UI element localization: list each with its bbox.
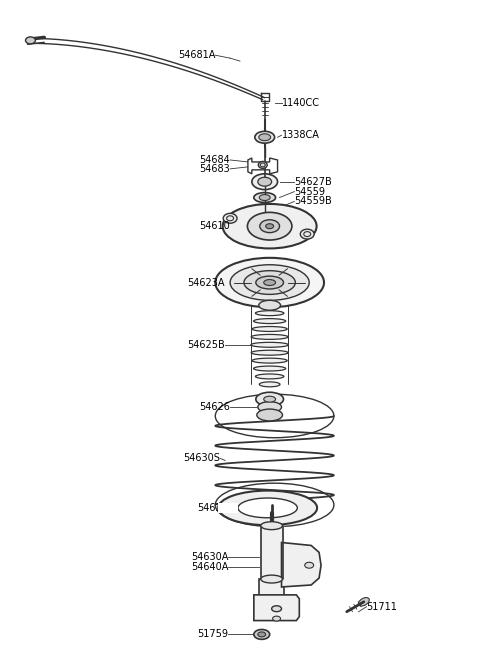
Ellipse shape bbox=[253, 319, 286, 323]
Ellipse shape bbox=[264, 279, 276, 285]
Ellipse shape bbox=[257, 409, 283, 421]
Text: 54625B: 54625B bbox=[187, 340, 225, 350]
Polygon shape bbox=[281, 543, 321, 587]
Text: 54623A: 54623A bbox=[188, 277, 225, 287]
Text: 54559: 54559 bbox=[294, 186, 325, 197]
Text: 54559B: 54559B bbox=[294, 197, 332, 207]
Ellipse shape bbox=[259, 303, 280, 308]
Ellipse shape bbox=[266, 224, 274, 229]
Ellipse shape bbox=[258, 177, 272, 186]
Polygon shape bbox=[254, 595, 300, 621]
Text: 54630S: 54630S bbox=[183, 453, 220, 464]
Ellipse shape bbox=[252, 358, 287, 363]
Ellipse shape bbox=[259, 300, 280, 310]
Ellipse shape bbox=[253, 366, 286, 371]
Ellipse shape bbox=[254, 193, 276, 203]
Ellipse shape bbox=[255, 374, 284, 379]
Ellipse shape bbox=[25, 37, 36, 44]
Text: 54630A: 54630A bbox=[191, 552, 228, 562]
Ellipse shape bbox=[251, 350, 288, 355]
Ellipse shape bbox=[255, 311, 284, 316]
Ellipse shape bbox=[247, 213, 292, 240]
Text: 54681A: 54681A bbox=[178, 51, 216, 60]
Ellipse shape bbox=[264, 396, 276, 402]
Ellipse shape bbox=[223, 204, 317, 249]
Ellipse shape bbox=[272, 605, 281, 611]
Text: 54633: 54633 bbox=[197, 503, 228, 513]
Text: 51711: 51711 bbox=[367, 602, 397, 612]
Ellipse shape bbox=[252, 327, 287, 331]
Ellipse shape bbox=[251, 335, 288, 339]
Ellipse shape bbox=[255, 131, 275, 143]
Text: 1140CC: 1140CC bbox=[281, 98, 320, 108]
Ellipse shape bbox=[359, 598, 369, 606]
Text: 54640A: 54640A bbox=[191, 562, 228, 572]
Ellipse shape bbox=[256, 392, 284, 406]
Polygon shape bbox=[248, 158, 277, 174]
Text: 54683: 54683 bbox=[199, 164, 230, 174]
Ellipse shape bbox=[230, 265, 309, 300]
Text: 54627B: 54627B bbox=[294, 176, 332, 187]
Ellipse shape bbox=[259, 195, 270, 201]
Ellipse shape bbox=[256, 276, 284, 289]
Ellipse shape bbox=[259, 382, 280, 387]
Text: 54684: 54684 bbox=[199, 155, 230, 165]
Text: 54626: 54626 bbox=[199, 402, 230, 412]
Ellipse shape bbox=[273, 616, 280, 621]
Ellipse shape bbox=[238, 498, 297, 518]
Polygon shape bbox=[218, 503, 238, 513]
Ellipse shape bbox=[300, 229, 314, 239]
Polygon shape bbox=[259, 579, 285, 607]
Ellipse shape bbox=[251, 342, 288, 347]
Ellipse shape bbox=[252, 174, 277, 190]
Ellipse shape bbox=[261, 522, 283, 529]
Ellipse shape bbox=[223, 213, 237, 223]
Ellipse shape bbox=[258, 161, 267, 169]
Ellipse shape bbox=[261, 575, 283, 583]
Ellipse shape bbox=[305, 562, 313, 568]
Ellipse shape bbox=[218, 491, 317, 525]
Text: 1338CA: 1338CA bbox=[281, 131, 319, 140]
Ellipse shape bbox=[259, 134, 271, 140]
Ellipse shape bbox=[244, 271, 295, 295]
Ellipse shape bbox=[216, 258, 324, 307]
Text: 54610: 54610 bbox=[199, 221, 230, 231]
Ellipse shape bbox=[258, 401, 281, 413]
Ellipse shape bbox=[254, 630, 270, 640]
Ellipse shape bbox=[258, 632, 266, 637]
Ellipse shape bbox=[255, 204, 275, 211]
Text: 51759: 51759 bbox=[197, 629, 228, 640]
Ellipse shape bbox=[260, 220, 279, 233]
